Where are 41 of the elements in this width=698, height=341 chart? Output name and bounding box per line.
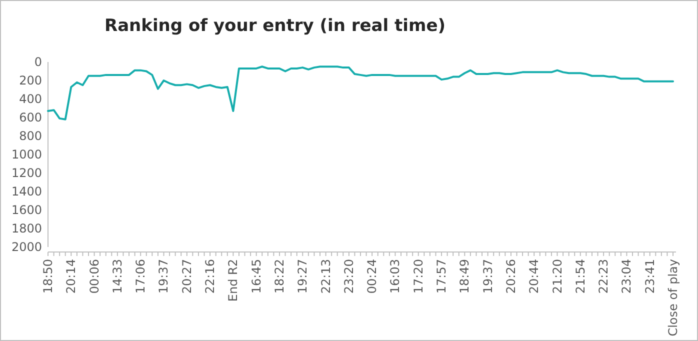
x-tick-label: Close of play: [666, 259, 680, 336]
x-tick-label: 16:03: [388, 259, 402, 294]
x-tick-label: 19:37: [480, 259, 495, 294]
x-tick-label: 00:24: [365, 259, 380, 294]
chart-title: Ranking of your entry (in real time): [104, 16, 446, 36]
x-tick-label: 00:06: [87, 259, 102, 294]
x-tick-label: 23:04: [620, 259, 634, 294]
y-tick-label: 1800: [11, 222, 42, 236]
y-tick-label: 1200: [11, 166, 42, 180]
x-tick-label: 16:45: [249, 259, 264, 294]
x-tick-label: 18:50: [41, 259, 55, 294]
x-tick-label: 20:27: [180, 259, 194, 294]
x-tick-label: 21:20: [550, 259, 564, 294]
y-tick-label: 400: [19, 92, 42, 106]
x-tick-label: 19:27: [296, 259, 310, 294]
x-tick-label: 23:20: [342, 259, 356, 294]
y-tick-label: 800: [19, 129, 42, 144]
x-tick-label: 20:26: [504, 259, 518, 294]
x-tick-label: 18:49: [458, 259, 472, 294]
x-tick-label: 18:22: [272, 259, 286, 294]
x-tick-label: End R2: [226, 259, 240, 302]
y-tick-label: 200: [19, 74, 42, 88]
line-series: [47, 66, 674, 120]
x-tick-label: 17:06: [134, 259, 148, 294]
x-tick-label: 19:37: [156, 259, 171, 294]
x-tick-label: 20:44: [527, 259, 542, 294]
y-tick-label: 600: [19, 110, 42, 125]
x-tick-label: 22:23: [596, 259, 611, 294]
y-tick-label: 1400: [11, 184, 42, 199]
x-tick-label: 17:20: [411, 259, 426, 294]
y-tick-label: 1000: [11, 148, 42, 162]
y-tick-label: 0: [34, 55, 42, 70]
x-tick-label: 20:14: [64, 259, 78, 294]
x-tick-label: 22:16: [203, 259, 218, 294]
y-tick-label: 2000: [11, 240, 42, 254]
x-tick-label: 21:54: [573, 259, 588, 294]
x-tick-label: 23:41: [642, 259, 657, 294]
y-tick-label: 1600: [11, 203, 42, 218]
x-tick-label: 22:13: [318, 259, 333, 294]
x-tick-label: 14:33: [110, 259, 124, 294]
x-tick-label: 17:57: [434, 259, 449, 294]
